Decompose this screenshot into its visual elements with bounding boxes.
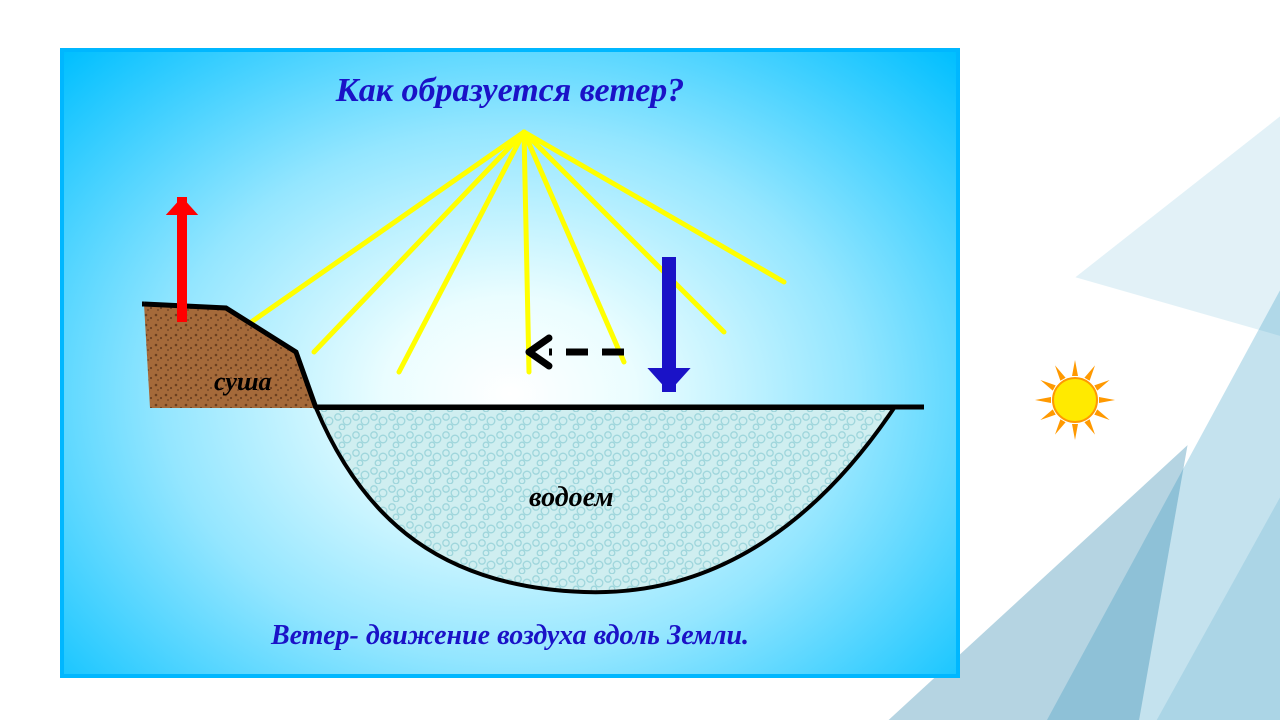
diagram-caption: Ветер- движение воздуха вдоль Земли.	[64, 620, 956, 652]
sun-icon	[1025, 350, 1125, 450]
water-label: водоем	[529, 482, 614, 514]
caption-text: Ветер- движение воздуха вдоль Земли.	[271, 620, 749, 651]
diagram-svg	[64, 52, 956, 674]
sun-rays	[234, 132, 784, 372]
cold-air-down-arrow	[647, 257, 690, 392]
slide-stage: Как образуется ветер?	[0, 0, 1280, 720]
diagram-panel: Как образуется ветер?	[60, 48, 960, 678]
wind-direction-arrow	[529, 338, 624, 366]
land-label: суша	[214, 367, 272, 397]
